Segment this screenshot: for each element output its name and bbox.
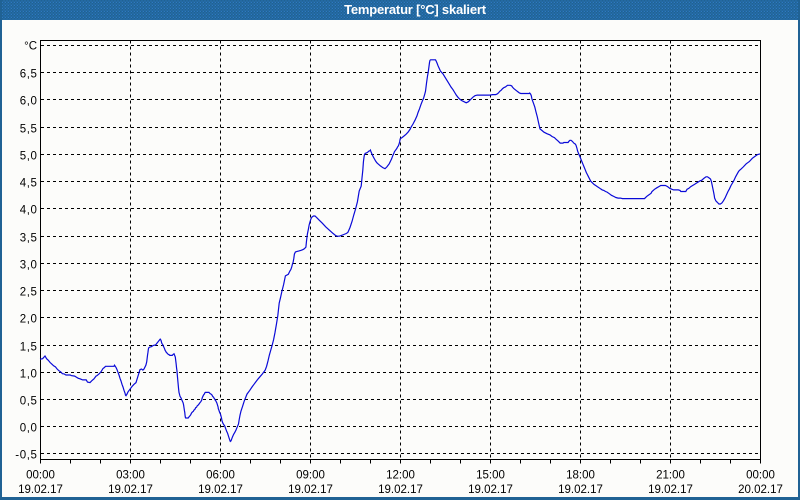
svg-text:19.02.17: 19.02.17 <box>378 484 423 496</box>
svg-text:3,0: 3,0 <box>20 260 38 272</box>
svg-text:15:00: 15:00 <box>476 470 505 482</box>
svg-text:19.02.17: 19.02.17 <box>108 484 153 496</box>
svg-text:19.02.17: 19.02.17 <box>558 484 603 496</box>
svg-text:-0,5: -0,5 <box>15 450 37 462</box>
svg-text:18:00: 18:00 <box>566 470 595 482</box>
svg-text:00:00: 00:00 <box>746 470 775 482</box>
svg-text:19.02.17: 19.02.17 <box>648 484 693 496</box>
svg-text:1,5: 1,5 <box>20 342 38 354</box>
svg-text:1,0: 1,0 <box>20 369 38 381</box>
svg-text:0,0: 0,0 <box>20 423 38 435</box>
svg-text:06:00: 06:00 <box>206 470 235 482</box>
svg-text:03:00: 03:00 <box>116 470 145 482</box>
svg-text:6,5: 6,5 <box>20 69 38 81</box>
svg-text:19.02.17: 19.02.17 <box>18 484 63 496</box>
svg-text:00:00: 00:00 <box>26 470 55 482</box>
svg-text:°C: °C <box>24 41 37 53</box>
svg-text:19.02.17: 19.02.17 <box>288 484 333 496</box>
svg-text:2,5: 2,5 <box>20 287 38 299</box>
svg-text:0,5: 0,5 <box>20 396 38 408</box>
svg-text:2,0: 2,0 <box>20 314 38 326</box>
svg-text:09:00: 09:00 <box>296 470 325 482</box>
svg-text:3,5: 3,5 <box>20 233 38 245</box>
svg-text:19.02.17: 19.02.17 <box>198 484 243 496</box>
svg-text:6,0: 6,0 <box>20 96 38 108</box>
svg-text:19.02.17: 19.02.17 <box>468 484 513 496</box>
svg-text:21:00: 21:00 <box>656 470 685 482</box>
svg-text:5,0: 5,0 <box>20 151 38 163</box>
svg-text:4,5: 4,5 <box>20 178 38 190</box>
svg-text:5,5: 5,5 <box>20 124 38 136</box>
svg-text:4,0: 4,0 <box>20 205 38 217</box>
svg-text:20.02.17: 20.02.17 <box>738 484 783 496</box>
svg-text:12:00: 12:00 <box>386 470 415 482</box>
